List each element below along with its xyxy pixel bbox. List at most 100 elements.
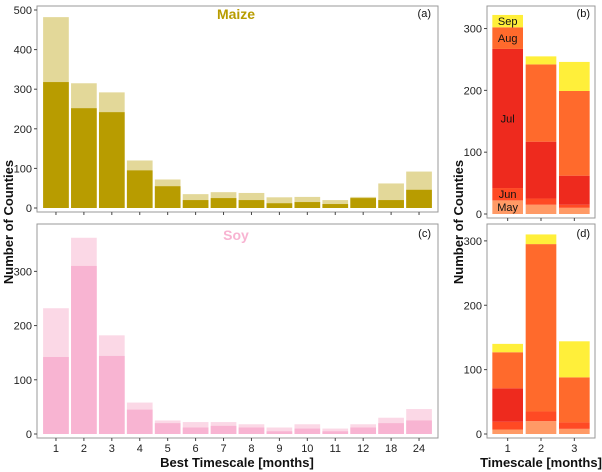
panel-b-segment-jul-1 xyxy=(492,48,523,189)
panel-a-y-tick-label: 0 xyxy=(26,203,32,215)
panel-b-segment-jul-3 xyxy=(559,175,590,205)
panel-b-y-tick-label: 100 xyxy=(464,147,482,159)
panel-a-y-tick-label: 100 xyxy=(14,163,32,175)
panel-c-bar-significant-18 xyxy=(378,423,404,434)
panel-b-segment-sep-3 xyxy=(559,61,590,91)
panel-d-segment-jul-1 xyxy=(492,388,523,422)
panel-d-y-tick-label: 0 xyxy=(476,429,482,441)
panel-c-x-tick-label: 6 xyxy=(193,443,199,455)
panel-c-title: Soy xyxy=(223,227,249,243)
panel-c-x-tick-label: 3 xyxy=(109,443,115,455)
panel-d-x-tick-label: 3 xyxy=(571,443,577,455)
panel-c-bar-significant-3 xyxy=(98,355,125,434)
panel-c-y-tick-label: 300 xyxy=(14,266,32,278)
panel-b-month-label-may: May xyxy=(497,202,518,214)
panel-a: 0 100 200 300 400 500 xyxy=(14,5,432,215)
panel-d-segment-aug-3 xyxy=(559,377,590,423)
panel-b-month-label-jul: Jul xyxy=(501,113,515,125)
panel-c-bar-significant-1 xyxy=(43,357,69,434)
panel-d-y-tick-label: 300 xyxy=(464,236,482,248)
panel-c-bar-significant-2 xyxy=(71,265,97,434)
panel-c-y-tick-label: 200 xyxy=(14,321,32,333)
panel-c-x-tick-label: 4 xyxy=(137,443,143,455)
panel-b-segment-sep-1 xyxy=(492,14,523,28)
panel-d-label: (d) xyxy=(577,228,590,240)
panel-a-bar-significant-2 xyxy=(71,108,97,208)
panel-b-segment-jun-1 xyxy=(492,188,523,201)
panel-d-y-tick-label: 100 xyxy=(464,365,482,377)
panel-a-y-tick-label: 500 xyxy=(14,5,32,17)
panel-c-bar-significant-7 xyxy=(210,425,237,434)
panel-b-segment-jun-2 xyxy=(525,198,557,205)
panel-a-frame xyxy=(36,5,439,213)
panel-c-bar-significant-4 xyxy=(126,409,153,434)
panel-d: 1 2 3 0 100 200 300 xyxy=(464,234,590,455)
panel-c-x-tick-label: 10 xyxy=(301,443,313,455)
panel-b-month-label-jun: Jun xyxy=(499,189,517,201)
panel-d-segment-may-3 xyxy=(559,428,590,434)
panel-a-y-tick-label: 300 xyxy=(14,84,32,96)
panel-b-segment-may-2 xyxy=(525,204,557,214)
panel-a-bar-significant-1 xyxy=(43,82,69,208)
panel-c-bar-significant-8 xyxy=(238,427,265,434)
panel-c-bar-significant-11 xyxy=(322,431,349,434)
panel-c-x-tick-label: 24 xyxy=(413,443,425,455)
panel-b-segment-jun-3 xyxy=(559,204,590,208)
panel-a-bar-significant-12 xyxy=(350,198,377,208)
panel-b-y-tick-label: 300 xyxy=(464,24,482,36)
panel-d-segment-sep-2 xyxy=(525,234,557,245)
panel-c-x-tick-label: 8 xyxy=(248,443,254,455)
panel-c-label: (c) xyxy=(418,228,431,240)
panel-a-bar-significant-11 xyxy=(322,204,349,208)
panel-c-x-tick-label: 18 xyxy=(385,443,397,455)
panel-c-bar-significant-5 xyxy=(154,423,181,434)
panel-b-y-tick-label: 200 xyxy=(464,85,482,97)
panel-c-bar-significant-10 xyxy=(294,428,321,434)
panel-d-segment-may-2 xyxy=(525,421,557,434)
panel-d-segment-sep-3 xyxy=(559,341,590,378)
panel-b-y-tick-label: 0 xyxy=(476,209,482,221)
panel-c-bar-significant-24 xyxy=(406,420,432,434)
panel-b-segment-aug-2 xyxy=(525,64,557,142)
panel-c-x-tick-label: 12 xyxy=(357,443,369,455)
panel-a-title: Maize xyxy=(217,6,255,22)
panel-d-x-tick-label: 2 xyxy=(538,443,544,455)
panel-c-bar-significant-6 xyxy=(182,427,209,434)
panel-b-segment-jul-2 xyxy=(525,141,557,199)
panel-b-segment-aug-1 xyxy=(492,27,523,49)
panel-d-segment-aug-1 xyxy=(492,352,523,389)
panel-c-x-tick-label: 1 xyxy=(53,443,59,455)
panel-c-y-tick-label: 100 xyxy=(14,375,32,387)
panel-a-bar-significant-3 xyxy=(98,112,125,208)
panel-c-bar-significant-9 xyxy=(266,431,293,434)
panel-a-bar-significant-6 xyxy=(182,200,209,208)
panel-a-bar-significant-10 xyxy=(294,202,321,208)
panel-d-segment-jun-1 xyxy=(492,421,523,430)
panel-a-bar-significant-8 xyxy=(238,200,265,208)
panel-d-y-tick-label: 200 xyxy=(464,300,482,312)
panel-d-segment-jun-3 xyxy=(559,422,590,429)
panel-c-x-tick-label: 2 xyxy=(81,443,87,455)
panel-d-segment-aug-2 xyxy=(525,244,557,412)
right-y-axis-label: Number of Counties xyxy=(451,160,466,284)
panel-d-x-tick-label: 1 xyxy=(505,443,511,455)
panel-a-bar-significant-5 xyxy=(154,186,181,208)
left-y-axis-label: Number of Counties xyxy=(1,160,16,284)
panel-d-segment-sep-1 xyxy=(492,343,523,353)
panel-a-y-tick-label: 400 xyxy=(14,45,32,57)
panel-b-month-label-aug: Aug xyxy=(498,33,518,45)
panel-d-segment-jun-2 xyxy=(525,411,557,422)
left-x-axis-label: Best Timescale [months] xyxy=(160,455,314,470)
panel-b-segment-aug-3 xyxy=(559,90,590,176)
panel-c-x-tick-label: 11 xyxy=(330,443,341,455)
panel-c-frame xyxy=(36,223,439,439)
panel-c-bar-significant-12 xyxy=(350,427,377,434)
panel-a-bar-total-9 xyxy=(266,197,293,208)
panel-c-y-tick-label: 0 xyxy=(26,429,32,441)
panel-a-bar-significant-7 xyxy=(210,198,237,208)
panel-a-bar-significant-9 xyxy=(266,203,293,208)
panel-a-bar-significant-24 xyxy=(406,189,432,208)
